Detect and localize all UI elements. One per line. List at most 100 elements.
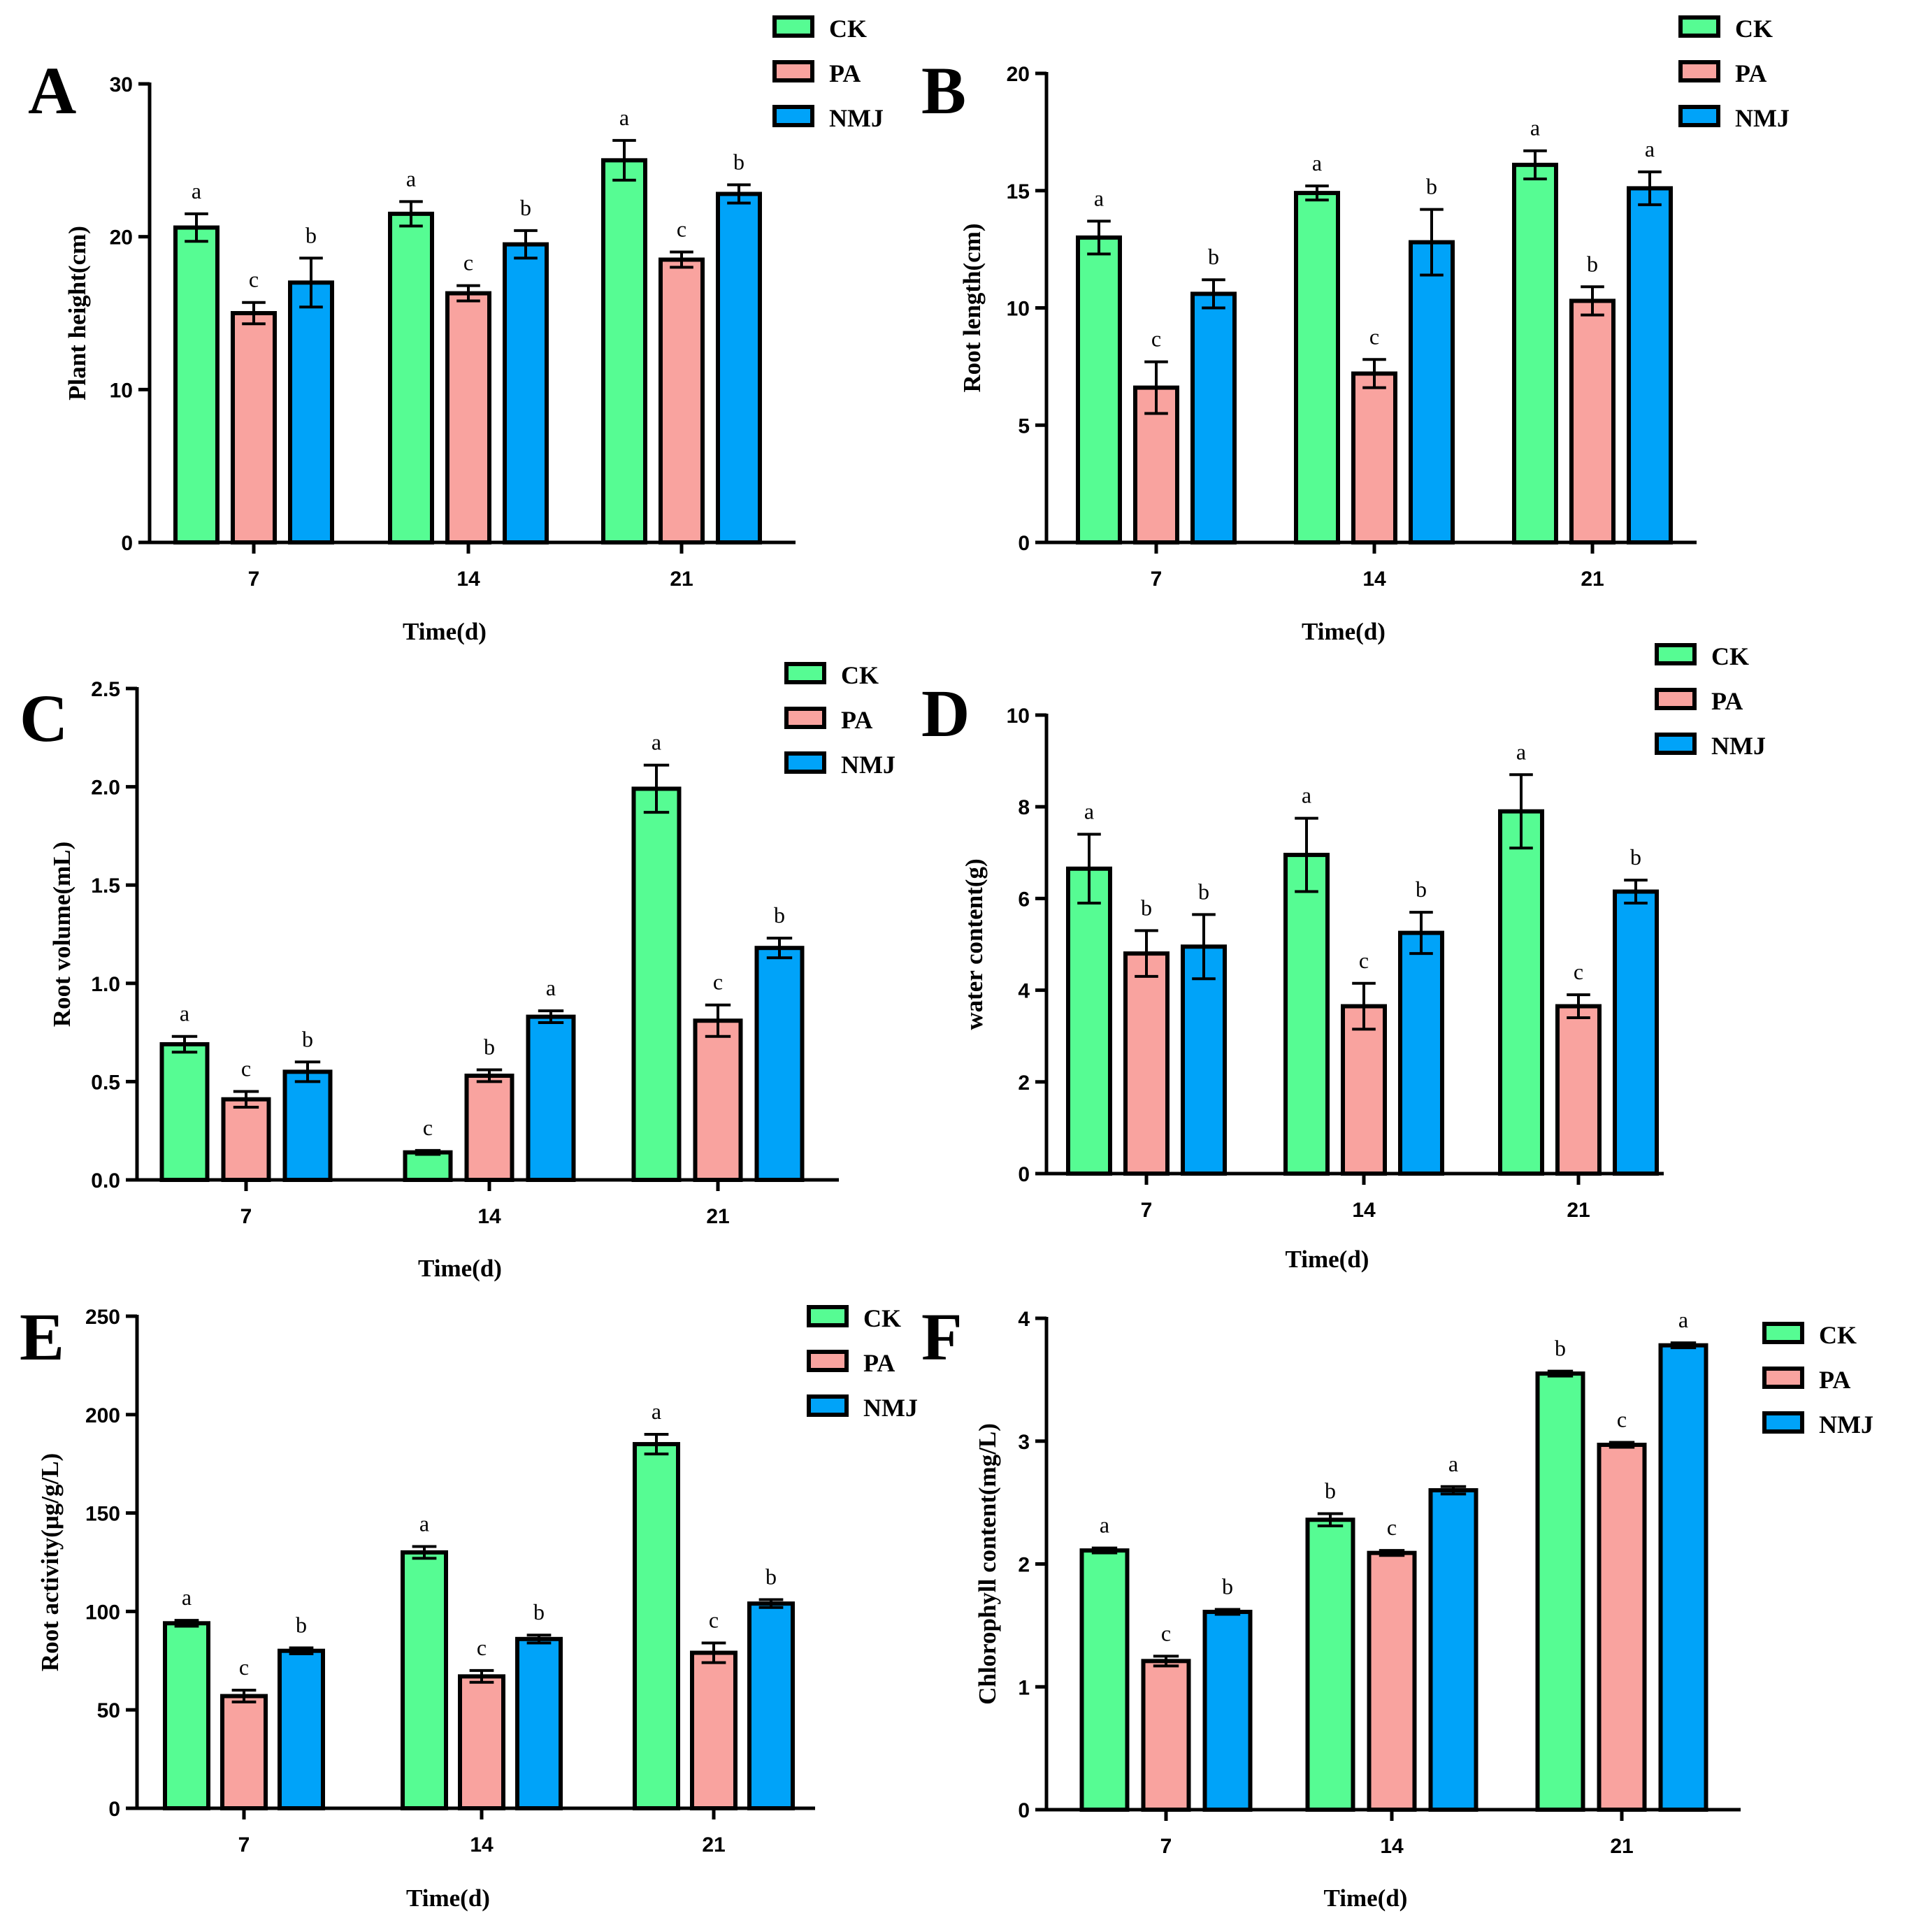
significance-letter: b — [1198, 879, 1209, 904]
legend: CK PA NMJ — [1655, 642, 1766, 760]
legend-swatch-ck — [1655, 643, 1697, 665]
bar-nmj — [1409, 240, 1455, 545]
x-tick-label: 7 — [1151, 568, 1163, 591]
y-tick-label: 2.5 — [91, 678, 120, 701]
x-axis-title: Time(d) — [403, 618, 487, 645]
legend: CK PA NMJ — [1678, 15, 1790, 132]
significance-letter: c — [1161, 1620, 1171, 1645]
significance-letter: c — [1574, 959, 1583, 984]
y-tick-label: 8 — [1018, 796, 1030, 819]
significance-letter: b — [1416, 877, 1427, 902]
legend-label-pa: PA — [1711, 687, 1743, 715]
significance-letter: a — [182, 1585, 192, 1610]
bar-ck — [401, 1550, 448, 1810]
significance-letter: c — [1359, 948, 1369, 973]
legend-swatch-pa — [1762, 1367, 1804, 1389]
legend-swatch-pa — [1678, 60, 1720, 82]
significance-letter: b — [1208, 244, 1219, 269]
y-tick-label: 5 — [1018, 414, 1030, 438]
y-tick-label: 15 — [1007, 180, 1030, 203]
y-tick-label: 10 — [1007, 705, 1030, 728]
significance-letter: c — [713, 969, 723, 995]
bar-nmj — [747, 1601, 795, 1810]
bar-ck — [601, 158, 647, 545]
x-tick-label: 7 — [1141, 1199, 1153, 1222]
bar-nmj — [288, 280, 334, 545]
bar-pa — [690, 1650, 737, 1810]
bar-pa — [1141, 1659, 1191, 1812]
significance-letter: a — [406, 166, 416, 191]
panel-letter: D — [921, 676, 970, 751]
significance-letter: a — [1516, 739, 1526, 764]
legend-label-nmj: NMJ — [1711, 732, 1766, 760]
y-tick-label: 0 — [121, 532, 133, 555]
y-tick-label: 10 — [110, 379, 133, 402]
significance-letter: a — [1645, 136, 1655, 161]
bar-pa — [1555, 1004, 1602, 1176]
y-axis-title: Root volume(mL) — [48, 842, 75, 1027]
significance-letter: a — [546, 975, 556, 1000]
legend-swatch-nmj — [1678, 105, 1720, 127]
x-tick-label: 7 — [240, 1205, 252, 1228]
legend-label-pa: PA — [841, 706, 872, 734]
y-tick-label: 20 — [110, 226, 133, 250]
legend-swatch-ck — [807, 1305, 849, 1327]
bar-pa — [221, 1097, 271, 1183]
x-tick-label: 14 — [470, 1833, 494, 1857]
y-tick-label: 1 — [1018, 1676, 1030, 1699]
bar-ck — [1512, 162, 1558, 545]
legend-label-ck: CK — [1711, 642, 1749, 670]
x-tick-label: 14 — [1352, 1199, 1376, 1222]
bar-ck — [1294, 191, 1340, 545]
bar-nmj — [515, 1636, 563, 1810]
significance-letter: c — [239, 1655, 249, 1680]
bar-pa — [445, 291, 491, 545]
y-tick-label: 6 — [1018, 888, 1030, 911]
significance-letter: c — [677, 217, 686, 242]
bar-ck — [1283, 853, 1330, 1176]
bar-ck — [163, 1621, 210, 1810]
x-tick-label: 14 — [477, 1205, 501, 1228]
y-tick-label: 200 — [85, 1404, 120, 1427]
significance-letter: a — [419, 1511, 429, 1536]
significance-letter: b — [533, 1599, 545, 1624]
significance-letter: a — [619, 105, 629, 130]
bar-nmj — [1190, 291, 1237, 545]
bar-pa — [464, 1073, 515, 1182]
y-tick-label: 2 — [1018, 1554, 1030, 1577]
legend-label-nmj: NMJ — [1819, 1411, 1873, 1439]
bar-ck — [633, 1442, 680, 1811]
y-tick-label: 0 — [1018, 532, 1030, 555]
panel-letter: F — [921, 1299, 963, 1374]
x-tick-label: 14 — [1380, 1835, 1404, 1858]
x-axis-title: Time(d) — [1324, 1884, 1408, 1912]
y-tick-label: 100 — [85, 1601, 120, 1624]
significance-letter: c — [463, 250, 473, 275]
significance-letter: c — [241, 1055, 251, 1081]
significance-letter: a — [1530, 115, 1540, 140]
y-tick-label: 0 — [1018, 1163, 1030, 1186]
legend-swatch-ck — [784, 662, 826, 684]
legend-swatch-nmj — [772, 105, 814, 127]
significance-letter: c — [1151, 326, 1161, 352]
legend-label-ck: CK — [1735, 15, 1773, 43]
bar-nmj — [282, 1069, 333, 1182]
legend-swatch-nmj — [1762, 1411, 1804, 1434]
legend: CK PA NMJ — [1762, 1321, 1873, 1439]
legend-swatch-nmj — [807, 1394, 849, 1417]
y-tick-label: 2.0 — [91, 777, 120, 800]
legend: CK PA NMJ — [772, 15, 884, 132]
significance-letter: c — [1369, 324, 1379, 349]
x-tick-label: 7 — [238, 1833, 250, 1857]
bar-pa — [458, 1674, 505, 1810]
y-axis-title: Chlorophyll content(mg/L) — [974, 1423, 1001, 1705]
legend-label-pa: PA — [863, 1349, 895, 1377]
panel-letter: B — [921, 53, 966, 128]
x-tick-label: 7 — [1160, 1835, 1172, 1858]
significance-letter: a — [1312, 150, 1322, 175]
x-tick-label: 7 — [248, 568, 260, 591]
legend-label-nmj: NMJ — [829, 104, 884, 132]
y-axis-title: Root length(cm) — [958, 223, 986, 392]
significance-letter: c — [1617, 1407, 1627, 1432]
